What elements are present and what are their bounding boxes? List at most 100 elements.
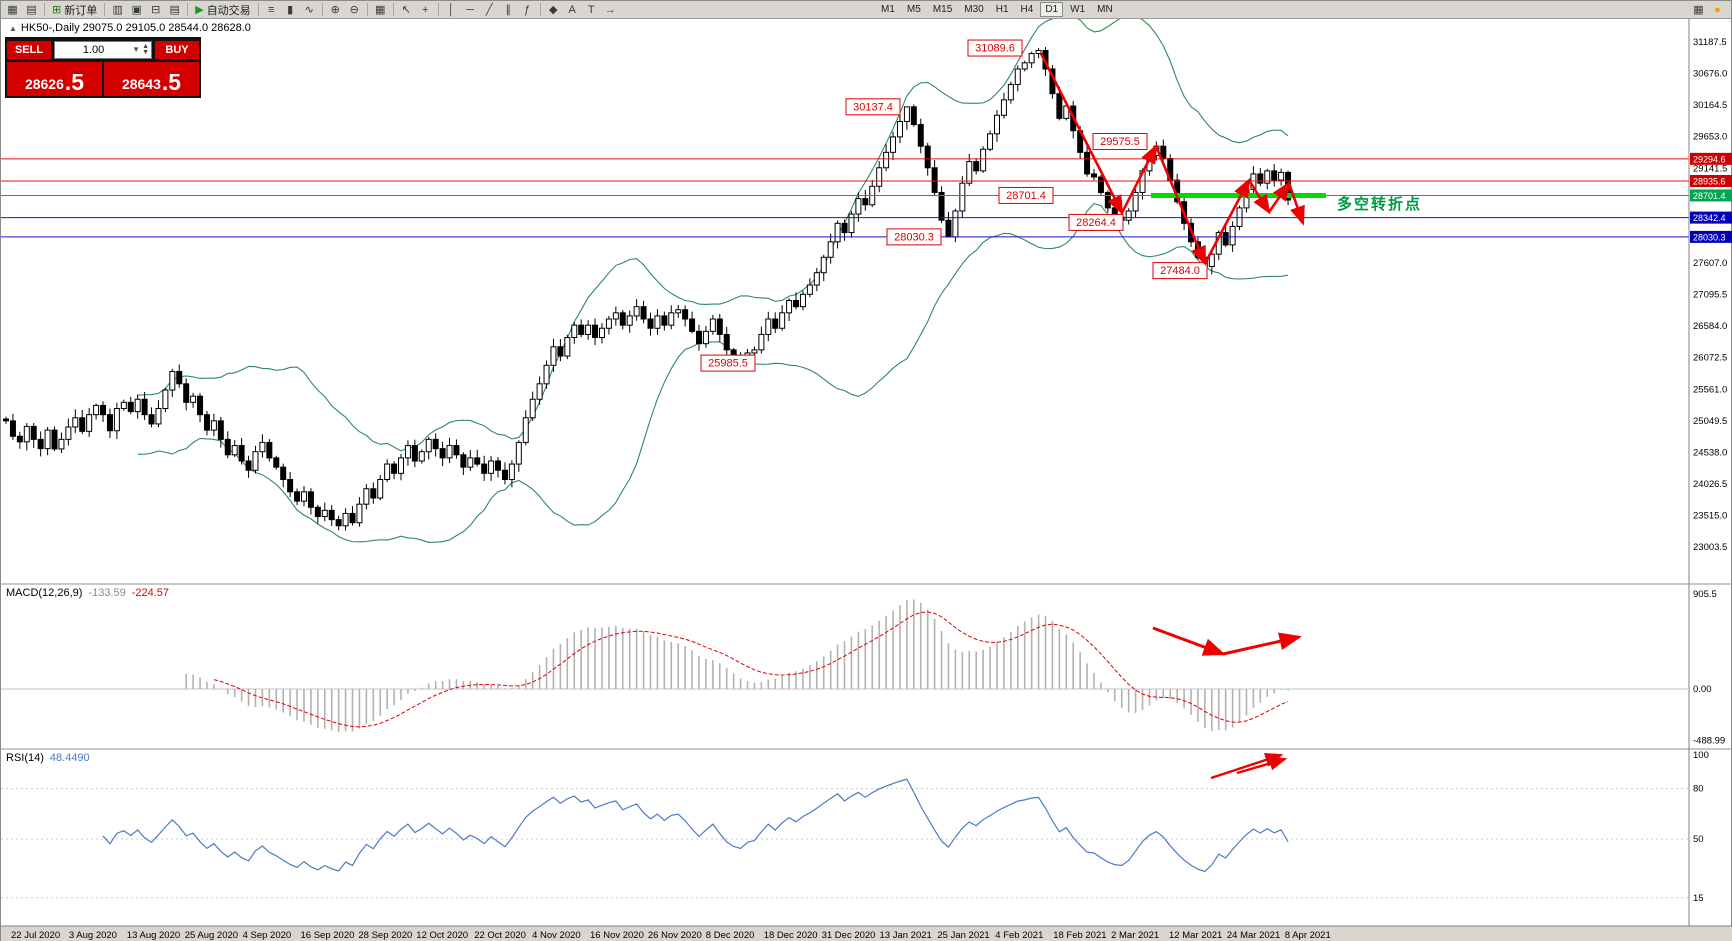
candle-body [709, 318, 716, 332]
macd-value: -133.59 [88, 587, 126, 599]
data-window-icon: ▣ [131, 4, 142, 16]
price-scale-label: 25561.0 [1693, 384, 1727, 395]
shapes-icon: ◆ [548, 4, 558, 16]
navigator-icon[interactable]: ⊟ [147, 2, 164, 18]
timeframe-m15[interactable]: M15 [932, 4, 953, 15]
sell-price-button[interactable]: 28626 .5 [7, 62, 102, 96]
candle-body [959, 182, 966, 212]
candle-body [100, 404, 107, 416]
candle-body [640, 306, 647, 320]
shapes-icon[interactable]: ◆ [545, 2, 562, 18]
buy-price-button[interactable]: 28643 .5 [104, 62, 199, 96]
text-icon[interactable]: A [564, 2, 581, 18]
trend-arrow [1120, 143, 1158, 214]
timeframe-h4[interactable]: H4 [1020, 4, 1034, 15]
cursor-icon[interactable]: ↖ [398, 2, 415, 18]
crosshair-icon[interactable]: + [417, 2, 434, 18]
data-window-icon[interactable]: ▣ [128, 2, 145, 18]
price-label-box[interactable] [1092, 133, 1148, 150]
chart-line-icon[interactable]: ∿ [301, 2, 318, 18]
toolbar: ▦ ▤ ⊞ 新订单 ▥ ▣ ⊟ ▤ ▶ 自动交易 ≡ ▮ ∿ ⊕ ⊖ ▦ ↖ + │ ─ ╱ ∥ ƒ ◆ A T → M1 M5 M15… [1, 1, 1731, 19]
trade-panel-top-row: SELL 1.00 ▼ ▲ ▼ BUY [7, 39, 199, 60]
price-label-box[interactable] [1152, 262, 1208, 280]
timeframe-w1[interactable]: W1 [1070, 4, 1086, 15]
status-icon[interactable]: ● [1709, 2, 1726, 18]
timeframe-m1[interactable]: M1 [881, 4, 895, 15]
candle-body [307, 491, 314, 508]
price-tag-label: 28030.3 [1693, 232, 1726, 242]
fibonacci-icon[interactable]: ƒ [519, 2, 536, 18]
candle-body [474, 457, 481, 465]
buy-button[interactable]: BUY [155, 40, 199, 59]
sell-button[interactable]: SELL [7, 40, 51, 59]
trend-arrow [1154, 145, 1207, 266]
axes [1, 19, 1732, 941]
volume-input[interactable]: 1.00 ▼ ▲ ▼ [54, 40, 152, 59]
candle-body [903, 106, 910, 122]
volume-value[interactable]: 1.00 [82, 43, 105, 56]
candle-body [557, 346, 564, 357]
candle-body [384, 463, 391, 480]
price-label-box[interactable] [886, 228, 942, 246]
cursor-icon: ↖ [401, 4, 411, 16]
candle-body [197, 395, 204, 416]
toolbar-separator [321, 3, 323, 16]
candle-body [952, 210, 959, 238]
timeframe-m5[interactable]: M5 [906, 4, 921, 15]
profiles-icon[interactable]: ▤ [23, 2, 40, 18]
candle-body [550, 346, 557, 366]
volume-up-icon[interactable]: ▲ [142, 42, 149, 50]
toolbar-separator [437, 3, 439, 16]
timeframe-m30[interactable]: M30 [964, 4, 984, 15]
candle-body [633, 306, 640, 317]
new-order-button[interactable]: ⊞ 新订单 [49, 2, 100, 18]
price-label-box[interactable] [998, 186, 1054, 204]
candle-body [799, 293, 806, 308]
candle-body [501, 469, 508, 480]
candle-body [619, 312, 626, 326]
candle-body [162, 389, 169, 410]
candle-body [321, 509, 328, 518]
zoom-out-icon: ⊖ [349, 4, 359, 16]
profiles-icon: ▤ [26, 4, 37, 16]
price-label-box[interactable] [700, 354, 756, 372]
channel-icon[interactable]: ∥ [500, 2, 517, 18]
zoom-out-icon[interactable]: ⊖ [346, 2, 363, 18]
new-chart-icon[interactable]: ▦ [4, 2, 21, 18]
volume-down-icon[interactable]: ▼ [142, 48, 149, 56]
timeframe-h1[interactable]: H1 [995, 4, 1009, 15]
price-label-box[interactable] [845, 98, 901, 116]
price-label-box[interactable] [967, 39, 1023, 57]
price-label-text: 28030.3 [894, 231, 934, 243]
market-watch-icon: ▥ [112, 4, 123, 16]
hline-icon[interactable]: ─ [462, 2, 479, 18]
tile-windows-icon[interactable]: ▦ [372, 2, 389, 18]
arrow-tool-icon[interactable]: → [602, 2, 619, 18]
trendline-icon[interactable]: ╱ [481, 2, 498, 18]
volume-dropdown-icon[interactable]: ▼ [132, 45, 141, 54]
candle-body [231, 445, 238, 456]
rsi-trend-arrow [1210, 753, 1284, 780]
collapse-panel-icon[interactable]: ▲ [9, 24, 17, 33]
label-icon[interactable]: T [583, 2, 600, 18]
price-tag-label: 29294.6 [1693, 154, 1726, 164]
auto-trading-button[interactable]: ▶ 自动交易 [192, 2, 253, 18]
timeframe-d1[interactable]: D1 [1040, 2, 1064, 17]
terminal-icon[interactable]: ▤ [166, 2, 183, 18]
candle-body [273, 457, 280, 468]
grid-icon[interactable]: ▦ [1690, 2, 1707, 18]
toolbar-separator [366, 3, 368, 16]
market-watch-icon[interactable]: ▥ [109, 2, 126, 18]
vline-icon[interactable]: │ [443, 2, 460, 18]
toolbar-separator [539, 3, 541, 16]
chart-candles-icon[interactable]: ▮ [282, 2, 299, 18]
timeframe-mn[interactable]: MN [1097, 4, 1113, 15]
zoom-in-icon[interactable]: ⊕ [327, 2, 344, 18]
chart-bars-icon[interactable]: ≡ [263, 2, 280, 18]
candle-body [682, 309, 689, 320]
candle-body [862, 198, 869, 206]
price-tag [1690, 189, 1732, 202]
price-label-box[interactable] [1068, 213, 1124, 231]
